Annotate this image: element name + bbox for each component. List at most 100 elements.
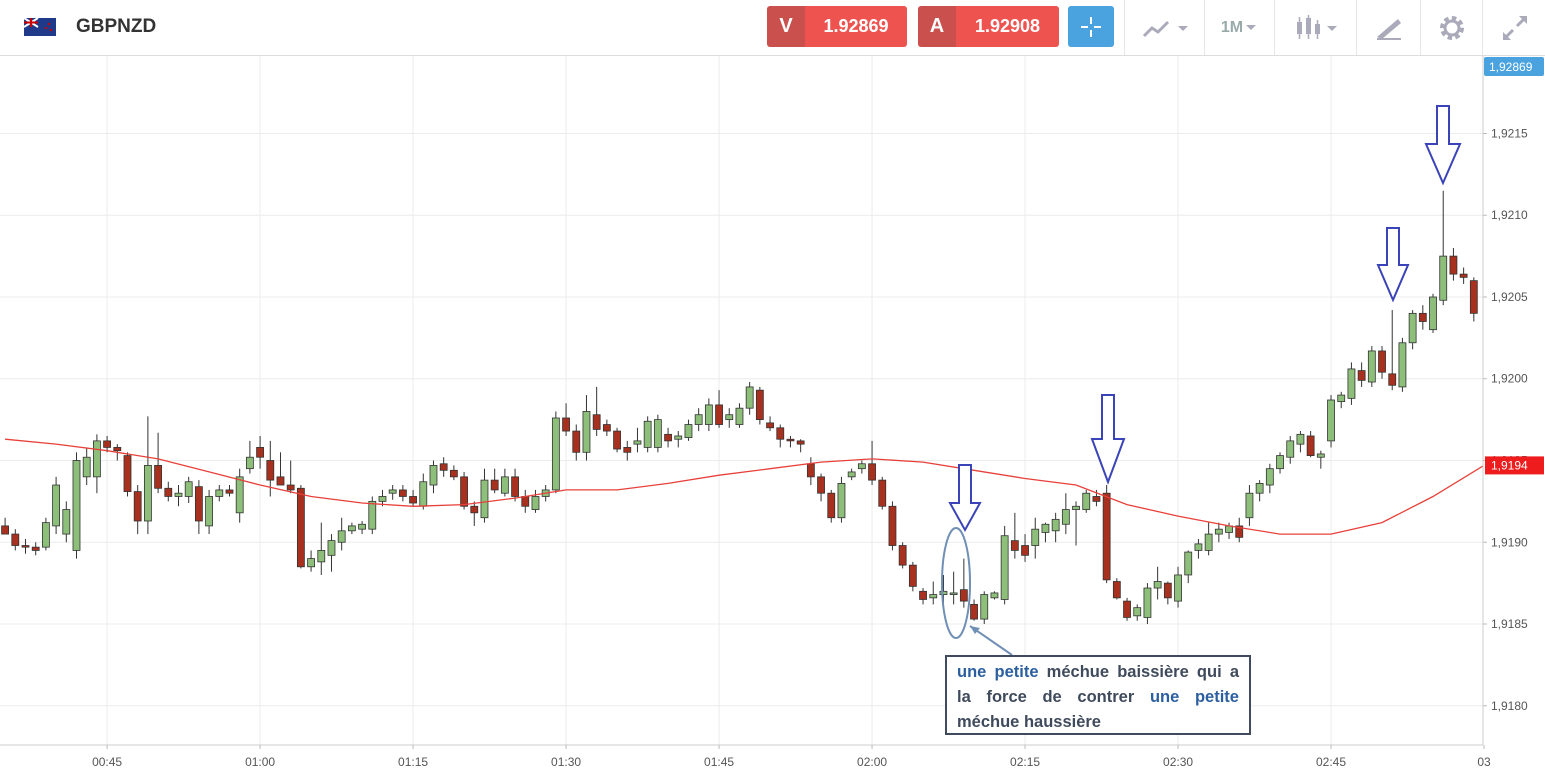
candle-body: [1143, 587, 1152, 618]
candle-body: [245, 456, 254, 470]
candle-body: [1194, 543, 1203, 551]
pointer-head: [970, 626, 980, 634]
highlight-ellipse: [941, 527, 971, 639]
draw-button[interactable]: [1356, 0, 1421, 55]
candle-body: [1082, 492, 1091, 510]
candle-body: [908, 564, 917, 587]
candle-body: [368, 500, 377, 530]
candle-body: [1316, 453, 1325, 458]
candle-body: [796, 440, 805, 445]
candle-body: [500, 476, 509, 494]
candle-body: [521, 496, 530, 507]
candle-body: [1092, 496, 1101, 502]
fullscreen-button[interactable]: [1482, 0, 1545, 55]
x-tick-label: 02:15: [1010, 755, 1040, 769]
candle-body: [1051, 518, 1060, 532]
candle-body: [959, 589, 968, 602]
candle-body: [1418, 312, 1427, 322]
fullscreen-icon: [1502, 15, 1527, 40]
annotation-box: une petite méchue baissière qui a la for…: [945, 655, 1251, 735]
dropdown-icon: [1246, 24, 1257, 30]
candle-body: [562, 417, 570, 432]
candle-body: [929, 594, 938, 599]
x-tick-label: 01:15: [398, 755, 428, 769]
candle-body: [643, 420, 652, 448]
candle-body: [817, 476, 825, 494]
candle-body: [653, 419, 662, 448]
candle-body: [755, 389, 764, 421]
candle-body: [1408, 312, 1417, 344]
candle-body: [1469, 280, 1478, 314]
sell-label[interactable]: V: [767, 6, 805, 47]
candle-body: [592, 414, 601, 430]
flag: [24, 18, 56, 36]
candle-body: [847, 471, 856, 478]
annotation-text: une petite: [1149, 688, 1239, 706]
candle-body: [1286, 440, 1295, 458]
candle-body: [1184, 551, 1193, 576]
candle-body: [735, 407, 744, 425]
buy-label[interactable]: A: [918, 6, 956, 47]
candle-body: [878, 479, 887, 507]
candle-body: [776, 427, 785, 440]
candle-body: [1, 525, 9, 535]
candle-body: [715, 404, 723, 425]
arrows: [948, 105, 1462, 533]
draw-icon: [1377, 18, 1401, 40]
candle-body: [1000, 535, 1009, 600]
candle-body: [1204, 533, 1213, 551]
candle-body: [143, 465, 152, 522]
candle-body: [72, 460, 81, 551]
chart-type-button[interactable]: [1124, 0, 1205, 55]
sell-price[interactable]: 1.92869: [805, 6, 907, 47]
candle-body: [1214, 528, 1223, 535]
candle-body: [205, 496, 213, 527]
candle-body: [572, 430, 581, 453]
annotation-text: une petite: [957, 663, 1039, 681]
candle-body: [398, 489, 407, 497]
settings-button[interactable]: [1420, 0, 1483, 55]
candle-body: [276, 476, 285, 486]
candle-body: [1255, 482, 1264, 494]
candle-body: [82, 456, 91, 478]
candle-body: [92, 440, 101, 478]
last-price-marker: [1484, 57, 1544, 76]
candle-body: [388, 489, 397, 494]
y-tick-label: 1,9205: [1491, 290, 1528, 304]
settings-icon: [1440, 15, 1464, 40]
candle-body: [1235, 525, 1244, 538]
header: GBPNZD V 1.92869 A 1.92908 1M: [0, 0, 1545, 56]
candle-body: [888, 505, 897, 546]
candle-body: [11, 533, 20, 546]
candle-body: [62, 509, 71, 535]
y-tick-label: 1,9215: [1491, 126, 1528, 140]
buy-price[interactable]: 1.92908: [956, 6, 1059, 47]
candle-body: [1429, 296, 1437, 331]
candle-style-button[interactable]: [1274, 0, 1357, 55]
timeframe-button[interactable]: 1M: [1204, 0, 1275, 55]
candle-body: [1276, 455, 1284, 470]
candle-body: [1041, 523, 1050, 533]
candle-body: [123, 455, 132, 492]
y-tick-label: 1,9190: [1491, 535, 1528, 549]
candle-body: [664, 433, 672, 442]
candle-body: [511, 476, 519, 497]
crosshair-button[interactable]: [1068, 6, 1114, 47]
candle-body: [1021, 545, 1029, 556]
candle-body: [31, 546, 40, 551]
y-tick-label: 1,9200: [1491, 372, 1528, 386]
candle-body: [286, 484, 295, 491]
candle-body: [378, 496, 387, 502]
candle-body: [857, 463, 866, 470]
candle-body: [133, 491, 142, 522]
x-tick-label: 01:00: [245, 755, 275, 769]
y-tick-label: 1,9180: [1491, 699, 1528, 713]
candle-body: [1459, 273, 1468, 278]
candle-body: [470, 505, 479, 514]
candle-body: [113, 447, 122, 452]
x-tick-label: 00:45: [92, 755, 122, 769]
candle-body: [327, 540, 336, 556]
candle-body: [531, 496, 540, 510]
